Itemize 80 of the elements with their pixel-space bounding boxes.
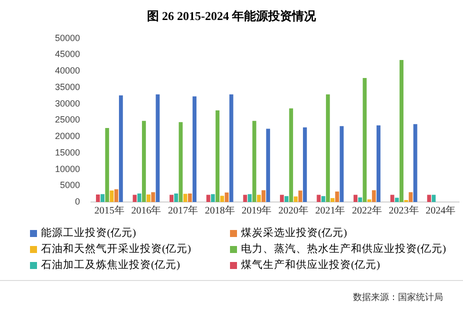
bar [390, 194, 394, 202]
legend-label: 石油和天然气开采业投资(亿元) [41, 242, 191, 256]
bar [100, 194, 104, 202]
y-tick-label: 50000 [54, 32, 80, 43]
legend-label: 石油加工及炼焦业投资(亿元) [41, 258, 180, 272]
x-tick-label: 2024年 [426, 204, 456, 217]
bar [192, 96, 196, 202]
x-tick-label: 2023年 [388, 204, 419, 217]
bar [142, 120, 146, 202]
x-tick-label: 2015年 [94, 204, 124, 217]
bar [326, 94, 330, 202]
bar [321, 196, 326, 202]
bar [335, 192, 340, 202]
legend-label: 能源工业投资(亿元) [41, 226, 136, 240]
bar [394, 198, 399, 202]
legend-label: 煤气生产和供应业投资(亿元) [241, 258, 380, 272]
bar [298, 190, 302, 202]
y-tick-label: 40000 [54, 66, 80, 76]
legend-label: 煤炭采选业投资(亿元) [241, 226, 347, 240]
bar [266, 128, 270, 202]
y-tick-label: 20000 [54, 131, 80, 142]
bar [362, 78, 367, 202]
bar [358, 197, 362, 202]
y-tick-label: 10000 [54, 164, 80, 174]
bar [372, 190, 376, 202]
bar [432, 194, 436, 202]
bar [105, 128, 110, 202]
source-note: 数据来源：国家统计局 [352, 291, 444, 304]
bar [367, 199, 372, 202]
bar [284, 196, 288, 202]
bar [151, 192, 156, 202]
bar [413, 124, 418, 202]
y-tick-label: 45000 [54, 49, 80, 60]
bar [400, 60, 404, 202]
x-tick-label: 2022年 [352, 204, 382, 217]
bar [118, 95, 123, 202]
bar [229, 94, 234, 202]
bar [427, 194, 432, 202]
bar [220, 196, 224, 202]
bar [137, 193, 142, 202]
bar [289, 108, 294, 202]
x-tick-label: 2018年 [204, 204, 235, 217]
bar [96, 194, 100, 202]
y-tick-label: 15000 [54, 147, 80, 158]
chart-title: 图 26 2015-2024 年能源投资情况 [146, 8, 317, 25]
bar [146, 194, 150, 202]
bar [188, 193, 192, 202]
bar [183, 194, 188, 202]
x-tick-label: 2021年 [315, 204, 346, 217]
y-tick-label: 5000 [60, 180, 80, 190]
bar [206, 194, 210, 202]
bar [224, 192, 229, 202]
y-tick-label: 0 [75, 196, 80, 206]
bar [174, 193, 178, 202]
bar [252, 120, 256, 202]
bar [302, 127, 307, 202]
x-tick-label: 2020年 [278, 204, 308, 217]
bar [216, 110, 220, 202]
bar [210, 194, 215, 202]
bar [114, 189, 118, 202]
x-tick-label: 2016年 [131, 204, 162, 217]
y-tick-label: 25000 [54, 114, 80, 125]
bar [340, 126, 344, 202]
y-tick-label: 30000 [54, 98, 80, 108]
legend-label: 电力、蒸汽、热水生产和供应业投资(亿元) [241, 242, 446, 256]
bar [408, 192, 413, 202]
y-tick-label: 35000 [54, 82, 80, 92]
bar [330, 198, 334, 202]
bar [110, 190, 114, 202]
bar [354, 194, 358, 202]
bar [243, 194, 248, 202]
bar [376, 125, 380, 202]
bar [280, 194, 284, 202]
x-tick-label: 2017年 [168, 204, 198, 217]
x-tick-label: 2019年 [242, 204, 272, 217]
bar [178, 122, 183, 202]
bar [262, 190, 266, 202]
bar [170, 194, 174, 202]
bar [248, 194, 252, 202]
bar [256, 194, 261, 202]
